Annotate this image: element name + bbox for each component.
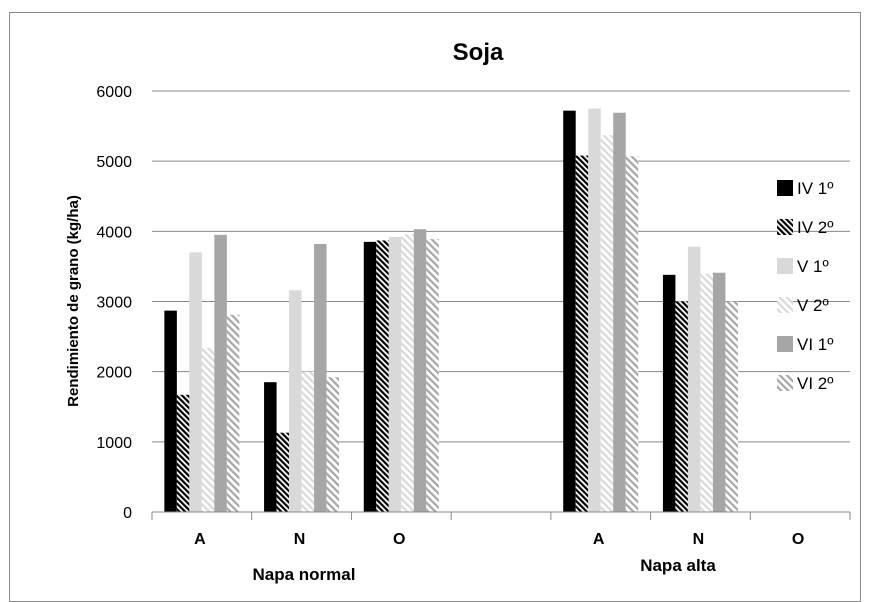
bar <box>687 246 701 512</box>
bar <box>226 314 240 512</box>
bar <box>214 234 227 512</box>
legend-swatch <box>777 258 793 274</box>
x-category-label: N <box>294 531 306 548</box>
legend-swatch <box>777 375 793 391</box>
x-category-label: O <box>792 531 804 548</box>
bar <box>625 156 639 512</box>
bar <box>201 347 215 512</box>
y-tick-label: 2000 <box>96 365 132 382</box>
bar <box>276 432 290 512</box>
x-axis <box>151 511 851 520</box>
bar <box>289 290 302 512</box>
bar <box>675 301 688 512</box>
legend-swatch <box>777 180 793 196</box>
bar <box>376 240 389 512</box>
legend-swatch <box>777 336 793 352</box>
y-tick-label: 1000 <box>96 435 132 452</box>
chart-title: Soja <box>453 39 504 66</box>
gridlines <box>152 90 850 443</box>
legend-label: V 2º <box>797 296 829 315</box>
bar <box>363 241 377 512</box>
bar <box>176 394 190 512</box>
bars <box>164 108 738 513</box>
bar <box>301 371 315 512</box>
bar <box>388 236 402 513</box>
y-tick-label: 5000 <box>96 154 132 171</box>
x-category-label: N <box>693 531 705 548</box>
bar <box>164 310 177 512</box>
legend-label: VI 2º <box>797 374 833 393</box>
legend-swatch <box>777 297 793 313</box>
group-labels: Napa normal Napa alta <box>253 556 717 584</box>
bar <box>314 243 327 513</box>
bar <box>264 382 277 512</box>
bar <box>575 155 589 512</box>
y-tick-label: 4000 <box>96 224 132 241</box>
bar <box>700 273 713 512</box>
y-tick-label: 6000 <box>96 84 132 101</box>
bar <box>725 301 738 512</box>
y-axis-ticks: 0 1000 2000 3000 4000 5000 6000 <box>96 84 132 522</box>
bar <box>600 135 614 512</box>
bar <box>326 377 340 512</box>
legend-label: IV 1º <box>797 179 833 198</box>
legend-label: VI 1º <box>797 335 833 354</box>
bar <box>401 234 414 512</box>
legend-label: V 1º <box>797 257 829 276</box>
legend-label: IV 2º <box>797 218 833 237</box>
bar <box>426 239 439 512</box>
legend: IV 1º IV 2º V 1º V 2º VI 1º VI 2º <box>777 179 833 393</box>
x-category-label: A <box>593 531 605 548</box>
x-category-label: O <box>393 531 405 548</box>
bar <box>563 110 576 512</box>
bar <box>712 272 726 512</box>
bar <box>413 229 427 512</box>
y-tick-label: 0 <box>123 505 132 522</box>
bar <box>189 252 202 512</box>
bar <box>588 108 601 513</box>
bar <box>613 112 626 513</box>
group-label: Napa normal <box>253 565 356 584</box>
y-tick-label: 3000 <box>96 295 132 312</box>
y-axis-title: Rendimiento de grano (kg/ha) <box>65 195 82 407</box>
group-label: Napa alta <box>640 556 716 575</box>
x-category-label: A <box>194 531 206 548</box>
bar <box>662 274 676 512</box>
legend-swatch <box>777 219 793 235</box>
